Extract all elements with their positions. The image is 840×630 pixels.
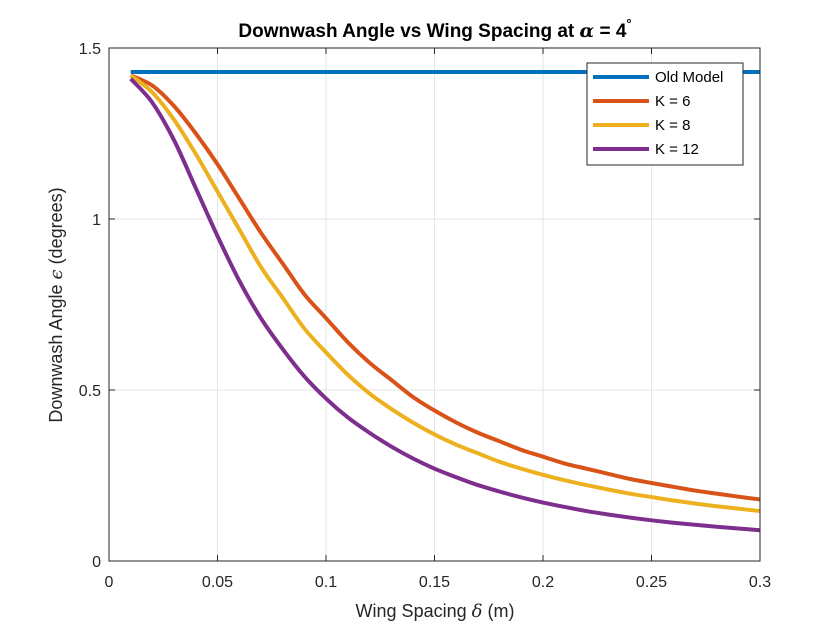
x-axis-label: Wing Spacing δ (m) (356, 601, 515, 622)
x-tick-label: 0.25 (636, 574, 667, 591)
chart-title: Downwash Angle vs Wing Spacing at α = 4° (238, 16, 631, 42)
legend-label: K = 6 (655, 93, 690, 110)
legend-label: Old Model (655, 69, 723, 86)
series-lines (129, 69, 761, 533)
legend-label: K = 8 (655, 117, 690, 134)
x-tick-label: 0.1 (315, 574, 337, 591)
y-axis-label: Downwash Angle ϵ (degrees) (46, 187, 67, 422)
y-tick-label: 0.5 (79, 383, 101, 400)
ticks: 0 0.05 0.1 0.15 0.2 0.25 0.3 0 0.5 1 1.5 (79, 41, 771, 591)
x-tick-label: 0 (105, 574, 114, 591)
legend: Old Model K = 6 K = 8 K = 12 (586, 62, 744, 166)
x-tick-label: 0.3 (749, 574, 771, 591)
x-tick-label: 0.05 (202, 574, 233, 591)
series-line-3 (129, 77, 761, 533)
x-tick-label: 0.2 (532, 574, 554, 591)
y-tick-label: 0 (92, 554, 101, 571)
y-tick-label: 1 (92, 212, 101, 229)
series-line-1 (129, 73, 761, 502)
series-line-2 (129, 73, 761, 514)
y-tick-label: 1.5 (79, 41, 101, 58)
x-tick-label: 0.15 (419, 574, 450, 591)
legend-label: K = 12 (655, 141, 699, 158)
